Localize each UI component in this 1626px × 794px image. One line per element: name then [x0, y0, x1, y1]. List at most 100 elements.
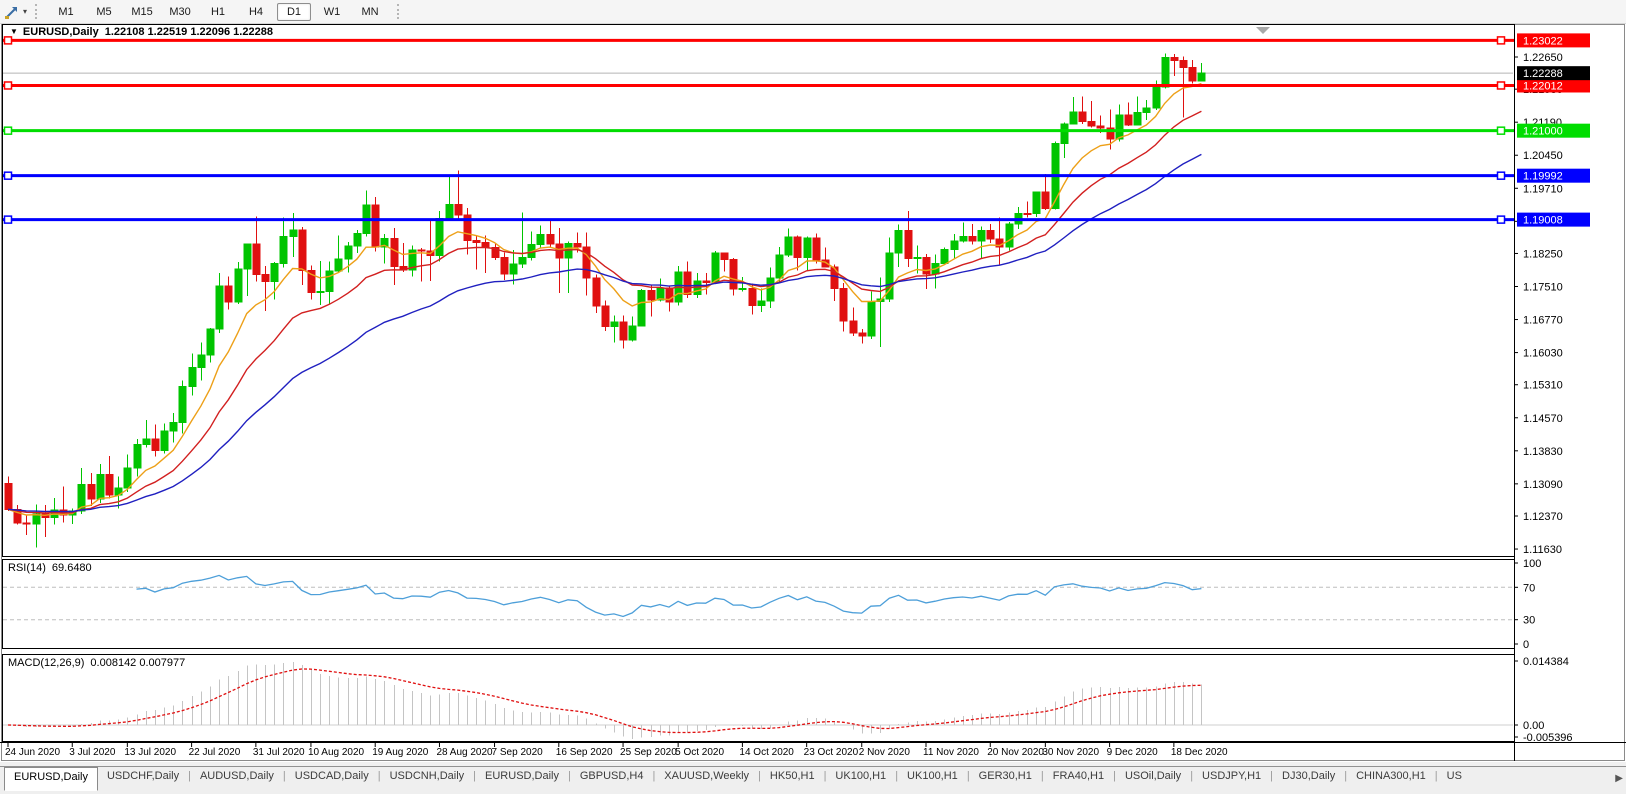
chart-tab-ger30-h1[interactable]: GER30,H1 [978, 770, 1032, 782]
line-handle [3, 81, 13, 90]
chart-tab-uk100-h1[interactable]: UK100,H1 [835, 770, 887, 782]
ma-line-17 [7, 110, 1202, 514]
svg-text:1.22012: 1.22012 [1523, 80, 1563, 92]
price-axis[interactable]: 1.226501.219301.211901.204501.197101.189… [1514, 24, 1590, 761]
hline-1.21000[interactable] [3, 126, 1514, 135]
ma-line-34 [7, 153, 1202, 513]
svg-text:1.22650: 1.22650 [1523, 52, 1563, 64]
chart-tab-audusd-daily[interactable]: AUDUSD,Daily [199, 770, 274, 782]
svg-text:7 Sep 2020: 7 Sep 2020 [492, 747, 544, 758]
chart-tab-gbpusd-h4[interactable]: GBPUSD,H4 [579, 770, 644, 782]
svg-text:14 Oct 2020: 14 Oct 2020 [739, 747, 794, 758]
svg-text:0: 0 [1523, 639, 1529, 651]
svg-text:1.19008: 1.19008 [1523, 215, 1563, 227]
hline-1.19008[interactable] [3, 215, 1514, 224]
hline-1.19992[interactable] [3, 171, 1514, 180]
svg-text:1.19992: 1.19992 [1523, 171, 1563, 183]
svg-text:2 Nov 2020: 2 Nov 2020 [859, 747, 911, 758]
chart-tab-usdchf-daily[interactable]: USDCHF,Daily [106, 770, 180, 782]
svg-text:1.22288: 1.22288 [1523, 68, 1563, 80]
tab-divider: | [282, 770, 286, 782]
tab-divider: | [966, 770, 970, 782]
svg-text:24 Jun 2020: 24 Jun 2020 [5, 747, 60, 758]
timeframe-button-w1[interactable]: W1 [323, 5, 341, 18]
chart-tab-xauusd-weekly[interactable]: XAUUSD,Weekly [664, 770, 750, 782]
svg-text:100: 100 [1523, 558, 1541, 570]
line-handle [3, 215, 13, 224]
svg-text:1.16770: 1.16770 [1523, 315, 1563, 327]
timeframe-toolbar: ▾ M1 M5 M15 M30 H1 H4 D1 W1 MN [0, 0, 1626, 24]
timeframe-button-m30[interactable]: M30 [169, 5, 191, 18]
price-label-1.19992: 1.19992 [1517, 168, 1590, 183]
svg-text:0.014384: 0.014384 [1523, 656, 1569, 668]
macd-panel[interactable] [3, 661, 1514, 739]
main-price-panel[interactable] [3, 53, 1514, 548]
svg-text:19 Aug 2020: 19 Aug 2020 [372, 747, 429, 758]
svg-text:31 Jul 2020: 31 Jul 2020 [253, 747, 305, 758]
chart-tab-us[interactable]: US [1446, 770, 1462, 782]
tab-divider: | [758, 770, 761, 782]
svg-text:22 Jul 2020: 22 Jul 2020 [189, 747, 241, 758]
svg-text:1.18250: 1.18250 [1523, 248, 1563, 260]
line-handle [1496, 215, 1506, 224]
horizontal-object-lines[interactable] [3, 36, 1514, 224]
timeframe-button-h4[interactable]: H4 [248, 5, 264, 18]
tab-divider: | [568, 770, 571, 782]
time-axis[interactable]: 24 Jun 2020 3 Jul 2020 13 Jul 2020 22 Jul 2… [0, 742, 1626, 758]
line-handle [3, 126, 13, 135]
chart-window-tabbar: EURUSD,Daily USDCHF,Daily | AUDUSD,Daily | US… [0, 766, 1626, 794]
tab-divider: | [1040, 770, 1044, 782]
svg-text:1.14570: 1.14570 [1523, 413, 1563, 425]
tab-divider: | [1344, 770, 1348, 782]
svg-text:5 Oct 2020: 5 Oct 2020 [675, 747, 724, 758]
svg-text:1.15310: 1.15310 [1523, 380, 1563, 392]
timeframe-button-m15[interactable]: M15 [131, 5, 153, 18]
svg-text:1.11630: 1.11630 [1523, 544, 1562, 556]
svg-text:9 Dec 2020: 9 Dec 2020 [1107, 747, 1159, 758]
chart-tab-usoil-daily[interactable]: USOil,Daily [1124, 770, 1182, 782]
macd-histogram [17, 661, 1202, 739]
timeframe-button-mn[interactable]: MN [361, 5, 379, 18]
line-handle [1496, 81, 1506, 90]
tab-divider: | [895, 770, 899, 782]
svg-text:30 Nov 2020: 30 Nov 2020 [1042, 747, 1099, 758]
hline-1.23022[interactable] [3, 36, 1514, 45]
timeframe-button-m5[interactable]: M5 [96, 5, 112, 18]
current-price-label: 1.22288 [1517, 66, 1590, 81]
price-label-1.23022: 1.23022 [1517, 33, 1590, 48]
rsi-panel[interactable] [3, 574, 1514, 621]
chart-tab-usdcnh-daily[interactable]: USDCNH,Daily [389, 770, 465, 782]
tab-divider: | [1190, 770, 1194, 782]
price-chart-canvas[interactable]: 24 Jun 2020 3 Jul 2020 13 Jul 2020 22 Jul 2… [0, 24, 1626, 762]
crosshair-tool-button[interactable]: ▾ [4, 4, 27, 20]
timeframe-button-h1[interactable]: H1 [210, 5, 226, 18]
crosshair-tool-icon [5, 6, 17, 19]
svg-text:20 Nov 2020: 20 Nov 2020 [987, 747, 1044, 758]
timeframe-button-m1[interactable]: M1 [58, 5, 74, 18]
svg-text:25 Sep 2020: 25 Sep 2020 [620, 747, 677, 758]
price-label-1.19008: 1.19008 [1517, 212, 1590, 227]
svg-text:70: 70 [1523, 582, 1535, 594]
chevron-down-icon: ▾ [23, 7, 28, 16]
chart-tab-fra40-h1[interactable]: FRA40,H1 [1052, 770, 1105, 782]
line-handle [1496, 126, 1506, 135]
chart-tab-uk100-h1[interactable]: UK100,H1 [907, 770, 958, 782]
chart-tab-hk50-h1[interactable]: HK50,H1 [769, 770, 815, 782]
svg-text:1.21000: 1.21000 [1523, 126, 1563, 138]
chart-shift-marker-icon[interactable] [1256, 27, 1270, 34]
line-handle [1496, 36, 1506, 45]
ma-line-8 [7, 82, 1202, 517]
svg-text:10 Aug 2020: 10 Aug 2020 [308, 747, 365, 758]
chart-tab-usdcad-daily[interactable]: USDCAD,Daily [294, 770, 369, 782]
chart-tab-eurusd-daily[interactable]: EURUSD,Daily [4, 767, 98, 791]
line-handle [3, 171, 13, 180]
svg-text:30: 30 [1523, 615, 1535, 627]
timeframe-button-d1[interactable]: D1 [277, 2, 312, 21]
chart-tab-china300-h1[interactable]: CHINA300,H1 [1356, 770, 1426, 782]
tab-scroll-right-icon[interactable]: ▶ [1615, 773, 1623, 784]
svg-text:11 Nov 2020: 11 Nov 2020 [923, 747, 979, 758]
hline-1.22012[interactable] [3, 81, 1514, 90]
chart-tab-dj30-daily[interactable]: DJ30,Daily [1282, 770, 1336, 782]
chart-tab-usdjpy-h1[interactable]: USDJPY,H1 [1202, 770, 1262, 782]
chart-tab-eurusd-daily[interactable]: EURUSD,Daily [485, 770, 559, 782]
